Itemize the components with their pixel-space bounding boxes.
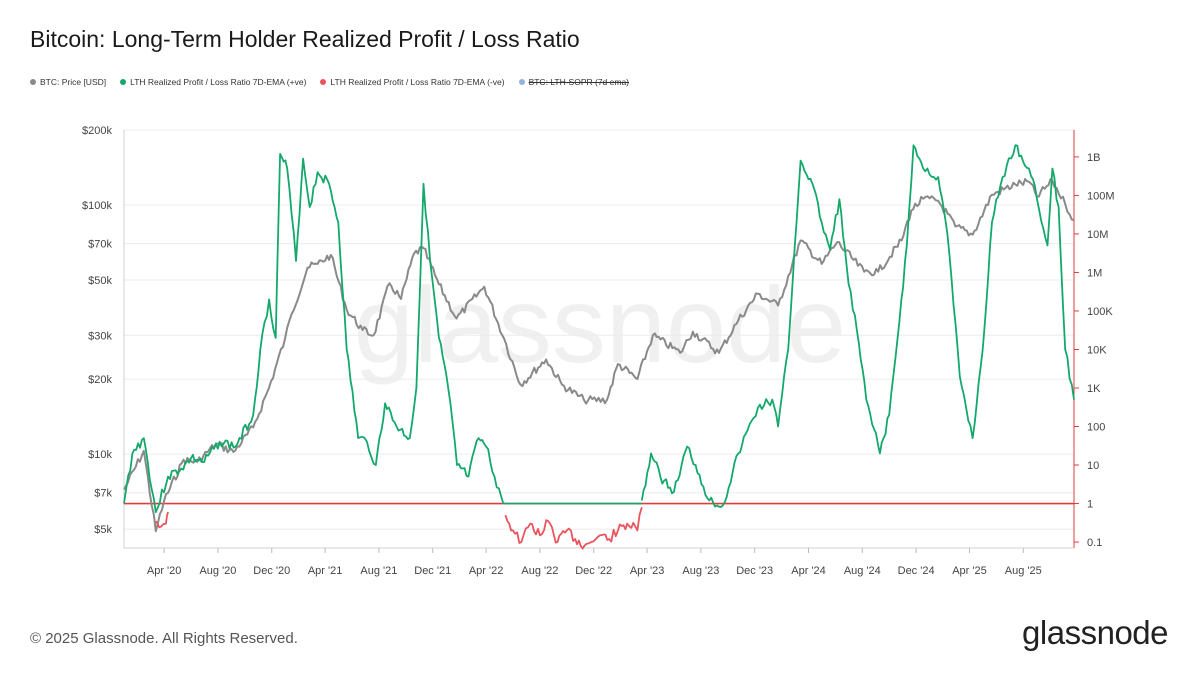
x-axis-tick-label: Aug '20	[199, 565, 236, 577]
left-axis-tick-label: $100k	[82, 200, 112, 212]
x-axis-tick-label: Aug '22	[521, 565, 558, 577]
chart-canvas: glassnode $5k $7k $10k $20k $30k $50k $70k $100…	[82, 125, 1115, 577]
left-axis-tick-label: $7k	[94, 488, 112, 500]
right-axis-tick-label: 1	[1087, 499, 1093, 511]
x-axis-tick-label: Aug '25	[1005, 565, 1042, 577]
series-layer	[123, 144, 1075, 550]
chart-legend: BTC: Price [USD] LTH Realized Profit / L…	[30, 75, 629, 89]
x-axis-tick-label: Apr '23	[630, 565, 665, 577]
legend-item-lth-negative[interactable]: LTH Realized Profit / Loss Ratio 7D-EMA …	[320, 77, 505, 87]
right-axis-tick-label: 100K	[1087, 306, 1113, 318]
right-axis-tick-label: 10K	[1087, 344, 1107, 356]
right-axis-tick-label: 10	[1087, 460, 1099, 472]
right-axis-tick-label: 1M	[1087, 267, 1102, 279]
legend-label-lth-negative: LTH Realized Profit / Loss Ratio 7D-EMA …	[330, 77, 505, 87]
series-line-lth-positive-2020-2022	[123, 153, 505, 513]
x-axis-tick-label: Apr '22	[469, 565, 504, 577]
left-axis-tick-label: $70k	[88, 239, 112, 251]
legend-swatch-lth-positive	[120, 79, 127, 85]
right-axis-tick-label: 1B	[1087, 152, 1100, 164]
right-axis-tick-label: 100	[1087, 421, 1105, 433]
footer-copyright: © 2025 Glassnode. All Rights Reserved.	[30, 630, 298, 647]
x-axis-tick-label: Apr '24	[791, 565, 826, 577]
legend-swatch-lth-sopr	[518, 79, 525, 85]
x-axis-tick-label: Dec '23	[736, 565, 773, 577]
right-axis-tick-label: 100M	[1087, 190, 1115, 202]
legend-label-lth-positive: LTH Realized Profit / Loss Ratio 7D-EMA …	[130, 77, 307, 87]
series-line-lth-negative-2022	[504, 507, 643, 550]
left-axis-tick-label: $10k	[88, 449, 112, 461]
series-line-btc-price	[123, 178, 1075, 533]
legend-label-btc-price: BTC: Price [USD]	[40, 77, 107, 87]
legend-item-lth-sopr[interactable]: BTC: LTH-SOPR (7d ema)	[518, 77, 630, 87]
left-axis-tick-label: $30k	[88, 330, 112, 342]
x-axis-tick-label: Dec '22	[575, 565, 612, 577]
glassnode-logo: glassnode	[1022, 614, 1168, 651]
left-axis-tick-label: $5k	[94, 524, 112, 536]
axes-layer: $5k $7k $10k $20k $30k $50k $70k $100k $200k 0.1 1…	[82, 125, 1115, 577]
left-axis-tick-label: $50k	[88, 275, 112, 287]
left-axis-tick-label: $200k	[82, 125, 112, 137]
x-axis-tick-label: Apr '25	[952, 565, 987, 577]
legend-swatch-lth-negative	[320, 79, 327, 85]
x-axis-tick-label: Aug '21	[360, 565, 397, 577]
legend-item-btc-price[interactable]: BTC: Price [USD]	[30, 77, 106, 87]
x-axis-tick-label: Dec '24	[898, 565, 935, 577]
chart-title: Bitcoin: Long-Term Holder Realized Profi…	[30, 26, 580, 52]
x-axis-tick-label: Dec '20	[253, 565, 290, 577]
x-axis-tick-label: Aug '24	[844, 565, 881, 577]
legend-item-lth-positive[interactable]: LTH Realized Profit / Loss Ratio 7D-EMA …	[120, 77, 306, 87]
left-axis-tick-label: $20k	[88, 374, 112, 386]
x-axis-tick-label: Apr '21	[308, 565, 343, 577]
x-axis-tick-label: Dec '21	[414, 565, 451, 577]
series-line-lth-positive-2023-2025	[640, 144, 1075, 508]
right-axis-tick-label: 10M	[1087, 229, 1108, 241]
legend-label-lth-sopr: BTC: LTH-SOPR (7d ema)	[528, 77, 630, 87]
legend-swatch-btc-price	[30, 79, 36, 85]
chart-watermark: glassnode	[354, 264, 846, 385]
right-axis-tick-label: 1K	[1087, 383, 1101, 395]
x-axis-tick-label: Apr '20	[147, 565, 182, 577]
right-axis-tick-label: 0.1	[1087, 537, 1102, 549]
series-line-lth-negative-2020	[155, 511, 169, 529]
x-axis-tick-label: Aug '23	[682, 565, 719, 577]
